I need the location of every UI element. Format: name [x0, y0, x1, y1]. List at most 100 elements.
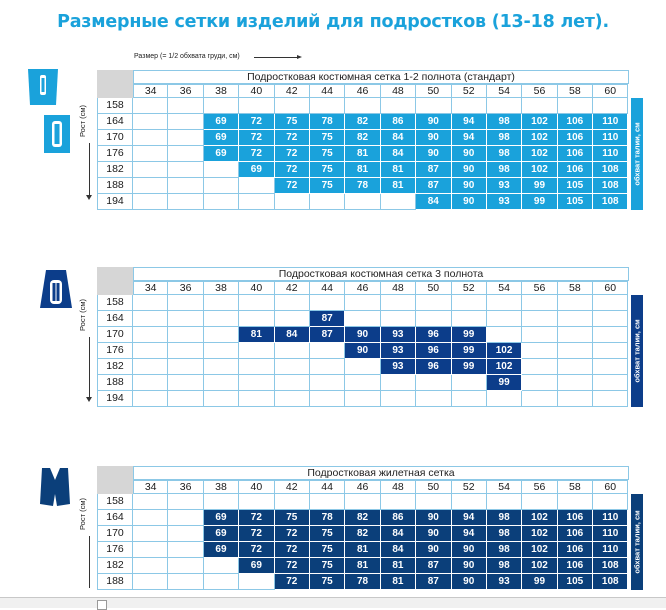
waist-cell: [168, 295, 204, 311]
waist-cell: 93: [486, 178, 523, 194]
waist-cell: [557, 327, 594, 343]
waist-cell: [274, 194, 310, 210]
waist-cell: 108: [593, 558, 629, 574]
waist-cell: 84: [274, 327, 310, 343]
table-row: 182 93 96 99 102: [97, 359, 629, 375]
waist-cell: 90: [416, 146, 452, 162]
column-header: 46: [345, 281, 381, 295]
waist-cell: [345, 391, 381, 407]
waist-cell: [203, 343, 240, 359]
waist-cell: 86: [380, 114, 417, 130]
table-row: 170 81 84 87 90 93 96 99: [97, 327, 629, 343]
height-label: 176: [97, 146, 133, 162]
column-header: 40: [239, 281, 275, 295]
waist-cell: 94: [451, 526, 487, 542]
waist-cell: 106: [557, 542, 594, 558]
waist-cell: [239, 194, 275, 210]
waist-cell: [593, 494, 629, 510]
waist-cell: 106: [557, 146, 594, 162]
waist-cell: [345, 311, 381, 327]
column-header: 36: [168, 84, 204, 98]
waist-cell: [274, 359, 310, 375]
waist-cell: [133, 375, 169, 391]
column-header: 60: [593, 84, 629, 98]
waist-cell: 90: [416, 130, 452, 146]
table-row: 158: [97, 494, 629, 510]
waist-cell: [557, 375, 594, 391]
waist-cell: [309, 391, 346, 407]
waist-cell: 87: [416, 162, 452, 178]
waist-cell: 110: [593, 114, 629, 130]
waist-cell: 90: [451, 162, 487, 178]
waist-cell: [486, 98, 523, 114]
waist-cell: [274, 311, 310, 327]
waist-cell: [133, 130, 169, 146]
waist-cell: [168, 343, 204, 359]
height-label: 182: [97, 162, 133, 178]
waist-cell: [203, 162, 240, 178]
height-label: 164: [97, 114, 133, 130]
jacket-icon: [42, 113, 72, 160]
waist-cell: 72: [274, 558, 310, 574]
waist-cell: 72: [239, 114, 275, 130]
waist-cell: 78: [309, 510, 346, 526]
rost-arrow: [86, 397, 92, 402]
waist-cell: 90: [451, 542, 487, 558]
waist-cell: [168, 194, 204, 210]
window-bottom-bar: [0, 597, 666, 610]
waist-cell: [133, 574, 169, 590]
waist-cell: [133, 98, 169, 114]
waist-cell: 110: [593, 526, 629, 542]
column-header: 58: [557, 84, 594, 98]
waist-cell: [133, 542, 169, 558]
waist-cell: [522, 494, 558, 510]
column-header: 38: [203, 480, 240, 494]
waist-cell: [380, 494, 417, 510]
waist-cell: [203, 194, 240, 210]
waist-cell: [168, 542, 204, 558]
waist-cell: [380, 98, 417, 114]
waist-cell: 99: [522, 574, 558, 590]
waist-cell: 102: [522, 114, 558, 130]
waist-cell: [168, 146, 204, 162]
column-header: 54: [486, 480, 523, 494]
waist-cell: [168, 327, 204, 343]
column-header: 52: [451, 281, 487, 295]
waist-cell: [168, 558, 204, 574]
column-header: 34: [133, 281, 169, 295]
waist-cell: 75: [309, 130, 346, 146]
waist-cell: 84: [380, 526, 417, 542]
waist-cell: [203, 494, 240, 510]
waist-cell: 99: [522, 194, 558, 210]
waist-cell: 84: [380, 542, 417, 558]
waist-cell: 98: [486, 146, 523, 162]
column-header: 44: [309, 480, 346, 494]
column-header: 36: [168, 281, 204, 295]
waist-cell: [168, 574, 204, 590]
column-header: 52: [451, 84, 487, 98]
waist-cell: 90: [416, 114, 452, 130]
height-label: 170: [97, 526, 133, 542]
column-header: 52: [451, 480, 487, 494]
waist-cell: [239, 375, 275, 391]
waist-cell: [274, 295, 310, 311]
table-row: 158: [97, 295, 629, 311]
waist-cell: [416, 494, 452, 510]
size-axis-note: Размер (= 1/2 обхвата груди, см): [134, 53, 240, 60]
waist-cell: [522, 295, 558, 311]
waist-cell: 84: [380, 146, 417, 162]
waist-cell: [522, 375, 558, 391]
waist-cell: [486, 494, 523, 510]
height-label: 158: [97, 494, 133, 510]
waist-cell: [380, 375, 417, 391]
waist-cell: 102: [522, 542, 558, 558]
waist-cell: 75: [274, 510, 310, 526]
waist-cell: [203, 311, 240, 327]
waist-cell: [309, 375, 346, 391]
height-label: 188: [97, 178, 133, 194]
scroll-handle[interactable]: [97, 600, 107, 610]
table-row: 194: [97, 391, 629, 407]
column-header: 46: [345, 84, 381, 98]
table-row: 194 84 90 93 99 105 108: [97, 194, 629, 210]
waist-cell: [416, 311, 452, 327]
